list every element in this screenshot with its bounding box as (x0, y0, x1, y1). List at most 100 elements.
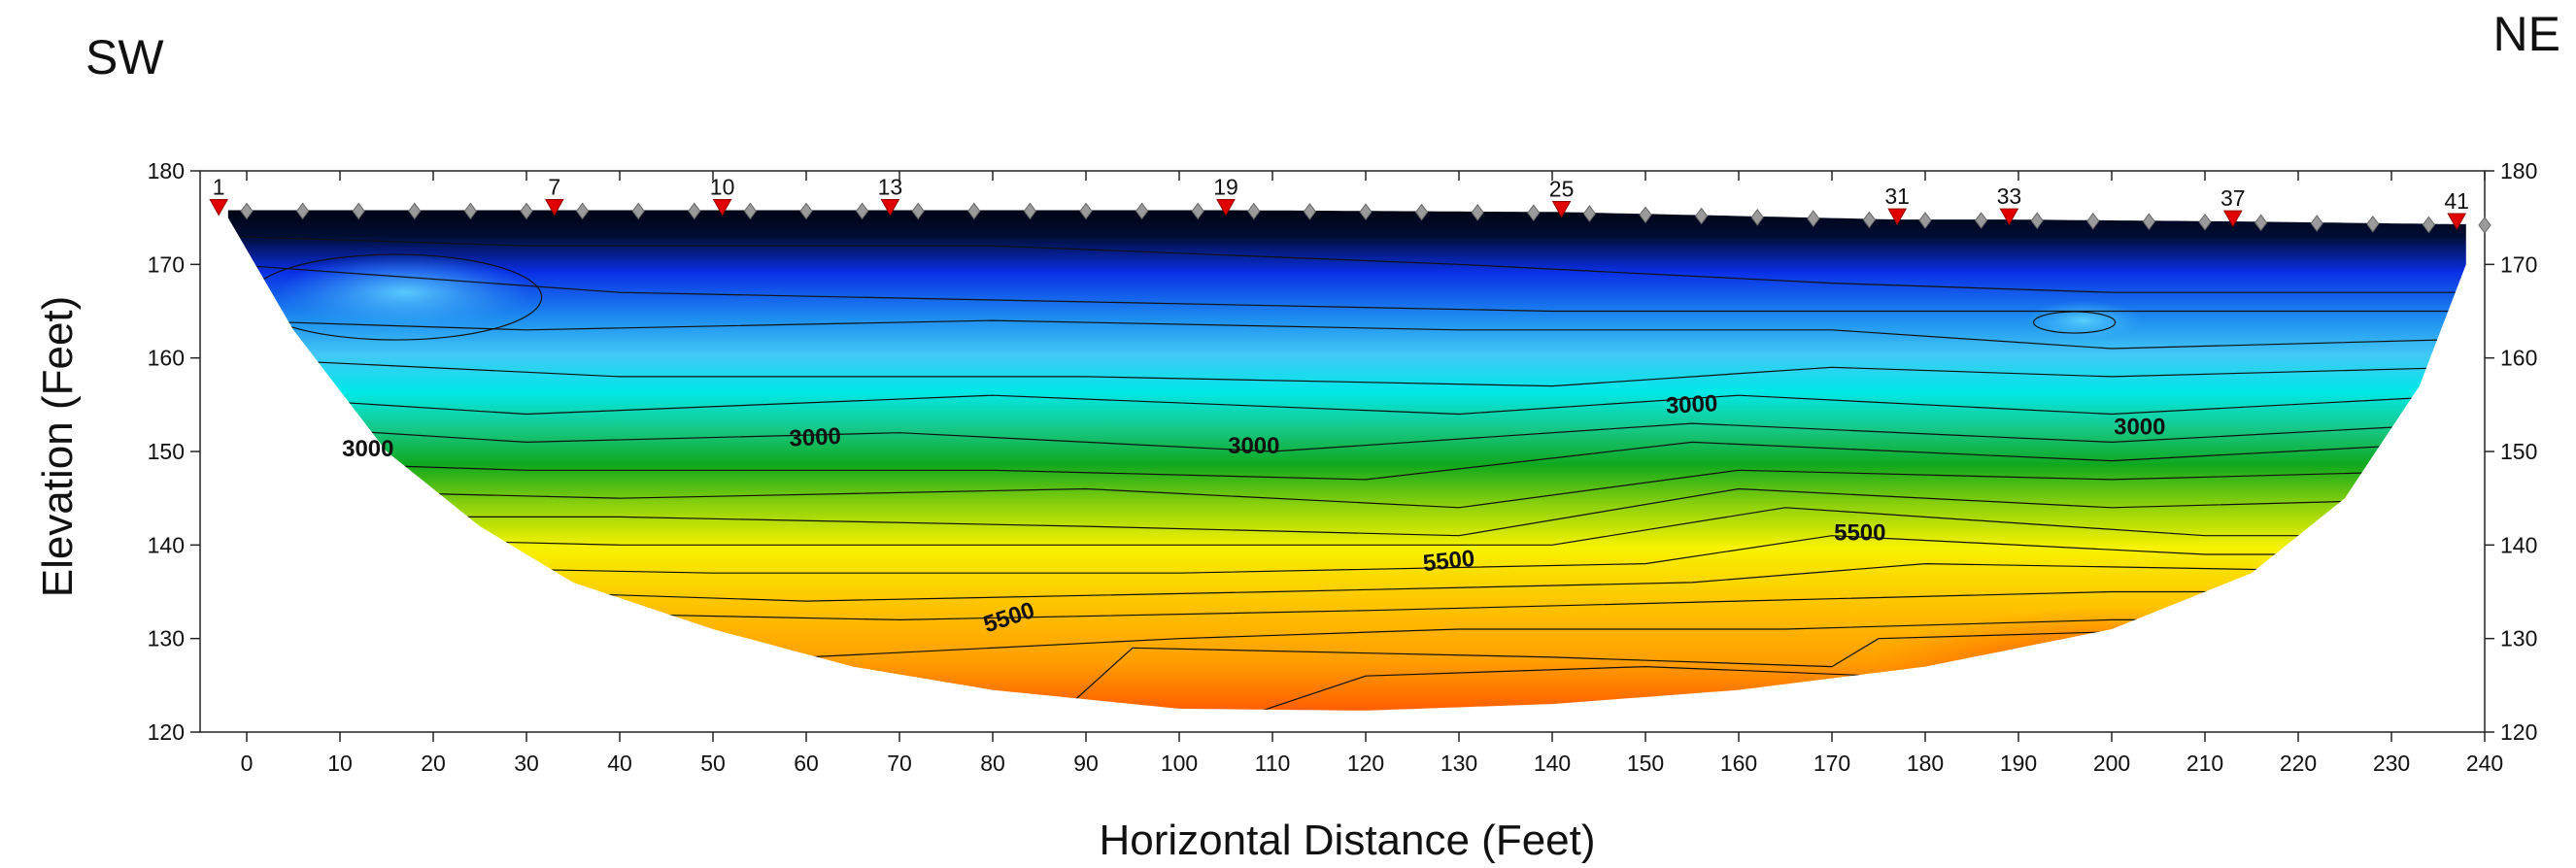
contour-line (227, 394, 2466, 416)
electrode-label: 37 (2220, 185, 2246, 211)
y-tick-label-right: 170 (2500, 251, 2537, 277)
sensor-marker (1191, 202, 1204, 220)
x-tick-label: 130 (1441, 751, 1477, 776)
electrode-marker (1887, 208, 1908, 226)
contour-line (227, 263, 2466, 313)
electrode-label: 33 (1997, 184, 2022, 209)
x-tick-label: 100 (1161, 751, 1198, 776)
x-tick-label: 170 (1813, 751, 1850, 776)
sensor-marker (2478, 217, 2491, 234)
sensor-marker (911, 202, 925, 220)
sensor-marker (2310, 215, 2323, 232)
high-velocity-patch-right (2025, 301, 2143, 341)
sensor-marker (575, 202, 590, 220)
x-tick-label: 120 (1347, 751, 1384, 776)
electrode-label: 13 (878, 175, 903, 200)
x-tick-label: 30 (514, 751, 539, 776)
sensor-marker (1694, 207, 1709, 225)
electrode-marker (712, 199, 732, 217)
sensor-marker (2254, 214, 2268, 232)
sensor-marker (240, 202, 254, 220)
contour-value-label: 3000 (2114, 415, 2165, 441)
sensor-marker (799, 202, 813, 220)
deep-high-value-zone (1859, 608, 2364, 711)
electrode-marker (1999, 208, 2019, 226)
sensor-marker (295, 202, 310, 220)
x-tick-label: 150 (1627, 751, 1664, 776)
x-tick-label: 220 (2280, 751, 2317, 776)
electrode-markers: 1 7 10 13 19 25 31 33 37 41 (209, 175, 2469, 231)
x-tick-label: 140 (1534, 751, 1571, 776)
contour-line (227, 507, 2466, 546)
electrode-label: 31 (1884, 184, 1910, 209)
y-tick-label-left: 180 (148, 158, 185, 184)
electrode-label: 19 (1213, 175, 1238, 200)
sensor-marker (1582, 205, 1597, 222)
contour-line (227, 235, 2466, 293)
sensor-marker (2366, 215, 2380, 233)
y-axis-title: Elevation (Feet) (34, 296, 82, 598)
sensor-marker (1023, 202, 1037, 220)
electrode-label: 7 (548, 175, 560, 200)
sensor-marker (1750, 209, 1764, 226)
contour-value-label: 5500 (1422, 546, 1476, 577)
x-tick-label: 60 (794, 751, 819, 776)
x-tick-label: 20 (421, 751, 446, 776)
y-axis-left: 120 130 140 150 160 170 180 (148, 158, 200, 745)
sensor-marker (352, 202, 365, 220)
electrode-label: 10 (710, 175, 735, 200)
sensor-marker (631, 202, 645, 220)
y-tick-label-left: 160 (148, 346, 185, 371)
sensor-marker (967, 202, 981, 220)
contour-line (227, 357, 2466, 387)
x-tick-label: 70 (887, 751, 912, 776)
contour-value-label: 3000 (1665, 390, 1718, 419)
electrode-marker (2447, 213, 2467, 231)
contour-line (227, 563, 2466, 602)
y-tick-label-right: 120 (2500, 719, 2537, 745)
x-tick-label: 200 (2093, 751, 2130, 776)
sensor-marker (1135, 202, 1149, 220)
sensor-marker (855, 202, 869, 220)
direction-label-right: NE (2493, 7, 2560, 61)
electrode-marker (1551, 200, 1572, 218)
sensor-markers (240, 202, 2491, 234)
sensor-marker (2086, 212, 2100, 230)
sensor-marker (1359, 203, 1373, 221)
sensor-marker (1918, 212, 1932, 229)
sensor-marker (1527, 204, 1541, 222)
y-tick-label-right: 140 (2500, 532, 2537, 557)
contour-value-label: 3000 (342, 436, 393, 462)
y-tick-label-left: 170 (148, 251, 185, 277)
contour-line (227, 535, 2466, 574)
contour-line (227, 487, 2466, 537)
sensor-marker (743, 202, 758, 220)
sensor-marker (1414, 203, 1429, 221)
sensor-marker (2030, 212, 2044, 230)
y-axis-right: 120 130 140 150 160 170 180 (2485, 158, 2537, 745)
sensor-marker (2142, 213, 2156, 231)
y-tick-label-right: 150 (2500, 439, 2537, 464)
sensor-marker (463, 202, 478, 220)
contour-value-label: 3000 (789, 423, 842, 452)
sensor-marker (1471, 204, 1484, 221)
x-axis-title: Horizontal Distance (Feet) (1099, 817, 1595, 864)
electrode-marker (2222, 210, 2243, 228)
y-tick-label-right: 160 (2500, 346, 2537, 371)
sensor-marker (1247, 202, 1261, 220)
sensor-marker (408, 202, 422, 220)
x-tick-label: 50 (700, 751, 726, 776)
x-tick-label: 190 (2000, 751, 2037, 776)
contour-closed (2033, 311, 2117, 334)
electrode-marker (880, 199, 900, 217)
sensor-marker (2198, 213, 2212, 231)
electrode-label: 1 (213, 175, 225, 200)
y-tick-label-left: 120 (148, 719, 185, 745)
electrode-label: 25 (1549, 176, 1575, 201)
x-tick-label: 180 (1907, 751, 1944, 776)
x-tick-label: 160 (1720, 751, 1757, 776)
